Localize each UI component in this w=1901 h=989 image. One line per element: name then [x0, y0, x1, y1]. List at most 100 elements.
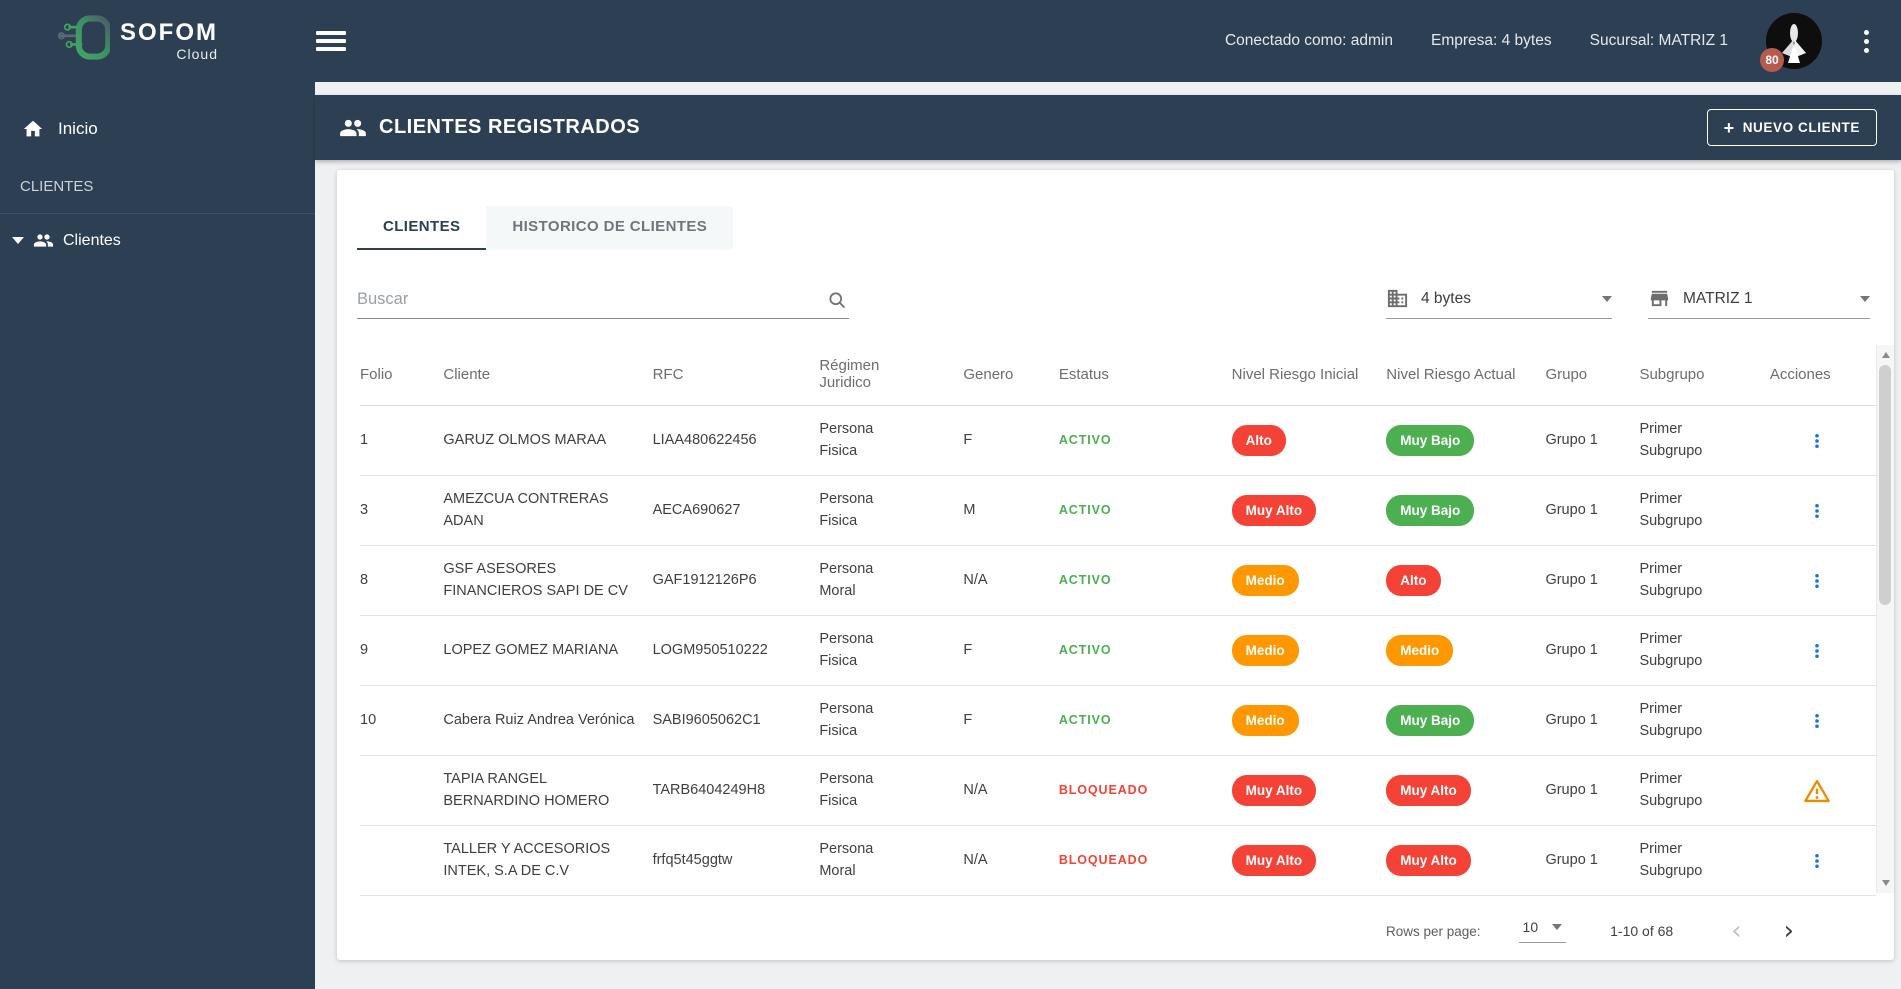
new-client-label: NUEVO CLIENTE — [1742, 120, 1860, 135]
tab-clientes[interactable]: CLIENTES — [357, 206, 487, 250]
table-header-row: Folio Cliente RFC Régimen Juridico Genero Est… — [360, 343, 1876, 406]
status-text: ACTIVO — [1058, 712, 1112, 727]
row-actions-button[interactable] — [1800, 704, 1834, 738]
table-body: 1 GARUZ OLMOS MARAA LIAA480622456 Persona F… — [360, 406, 1876, 896]
cell-folio: 8 — [360, 571, 369, 588]
menu-toggle-icon[interactable] — [316, 27, 346, 55]
cell-subgrupo: Primer Subgrupo — [1639, 561, 1703, 599]
risk-badge: Muy Bajo — [1386, 704, 1475, 737]
cell-regimen-juridico: Persona Fisica — [819, 421, 874, 459]
cell-genero: F — [963, 711, 973, 728]
cell-genero: F — [963, 641, 973, 658]
clients-table: Folio Cliente RFC Régimen Juridico Genero Est… — [360, 343, 1876, 896]
risk-badge: Muy Alto — [1231, 844, 1317, 877]
sofom-logo-icon — [58, 15, 110, 60]
previous-page-button[interactable]: ‹ — [1731, 916, 1742, 946]
store-icon — [1650, 290, 1669, 307]
row-menu-icon — [1815, 853, 1819, 868]
tab-historico-de-clientes[interactable]: HISTORICO DE CLIENTES — [486, 206, 734, 250]
connected-as-label: Conectado como: admin — [1224, 32, 1393, 49]
cell-folio: 3 — [360, 501, 369, 518]
cell-subgrupo: Primer Subgrupo — [1639, 701, 1703, 739]
status-text: BLOQUEADO — [1058, 852, 1149, 867]
new-client-button[interactable]: + NUEVO CLIENTE — [1706, 109, 1877, 146]
sidebar-item-inicio[interactable]: Inicio — [0, 104, 315, 154]
cell-subgrupo: Primer Subgrupo — [1639, 631, 1703, 669]
row-warning-button[interactable] — [1800, 774, 1834, 808]
table-scrollbar[interactable] — [1876, 345, 1894, 893]
expand-caret-icon[interactable] — [12, 237, 24, 244]
cell-grupo: Grupo 1 — [1545, 431, 1598, 448]
cell-folio — [360, 851, 443, 871]
risk-badge: Medio — [1386, 634, 1454, 667]
cell-genero: N/A — [963, 851, 988, 868]
status-text: ACTIVO — [1058, 502, 1112, 517]
cell-acciones — [1770, 694, 1876, 748]
notification-badge: 80 — [1760, 48, 1784, 72]
risk-badge: Alto — [1231, 424, 1286, 457]
branch-select[interactable]: MATRIZ 1 — [1648, 287, 1870, 319]
row-actions-button[interactable] — [1800, 564, 1834, 598]
brand-subtitle: Cloud — [176, 46, 218, 62]
row-actions-button[interactable] — [1800, 424, 1834, 458]
cell-folio: 10 — [360, 711, 377, 728]
filter-row: 4 bytes MATRIZ 1 — [357, 284, 1870, 319]
cell-regimen-juridico: Persona Fisica — [819, 491, 874, 529]
cell-estatus: ACTIVO — [1059, 490, 1232, 531]
search-box — [357, 284, 849, 319]
status-text: ACTIVO — [1058, 642, 1112, 657]
scrollbar-thumb[interactable] — [1879, 365, 1891, 605]
pagination-range: 1-10 of 68 — [1610, 923, 1674, 939]
cell-estatus: ACTIVO — [1059, 630, 1232, 671]
people-icon — [33, 234, 54, 247]
branch-select-value: MATRIZ 1 — [1683, 289, 1753, 307]
column-header-riesgo-i: Nivel Riesgo Inicial — [1231, 365, 1359, 383]
cell-rfc: LIAA480622456 — [652, 431, 757, 448]
row-actions-button[interactable] — [1800, 844, 1834, 878]
cell-folio: 1 — [360, 431, 369, 448]
table-row: 1 GARUZ OLMOS MARAA LIAA480622456 Persona F… — [360, 406, 1876, 476]
cell-rfc: AECA690627 — [652, 501, 741, 518]
cell-acciones — [1770, 414, 1876, 468]
rows-per-page-select[interactable]: 10 — [1518, 919, 1567, 943]
cell-cliente: Cabera Ruiz Andrea Verónica — [443, 711, 635, 728]
company-select[interactable]: 4 bytes — [1386, 287, 1612, 319]
next-page-button[interactable]: › — [1783, 916, 1794, 946]
risk-badge: Muy Alto — [1231, 494, 1317, 527]
cell-acciones — [1770, 554, 1876, 608]
scroll-down-button[interactable] — [1877, 875, 1894, 891]
cell-grupo: Grupo 1 — [1545, 501, 1598, 518]
cell-folio: 9 — [360, 641, 369, 658]
column-header-genero: Genero — [963, 365, 1014, 383]
cell-nivel-riesgo-actual: Medio — [1386, 625, 1545, 677]
risk-badge: Medio — [1231, 634, 1299, 667]
risk-badge: Muy Alto — [1386, 844, 1471, 877]
sidebar-item-clientes[interactable]: Clientes — [0, 214, 315, 267]
topbar-overflow-menu-icon[interactable] — [1860, 26, 1873, 57]
row-actions-button[interactable] — [1800, 494, 1834, 528]
risk-badge: Muy Alto — [1386, 774, 1471, 807]
cell-regimen-juridico: Persona Fisica — [819, 631, 874, 669]
cell-rfc: SABI9605062C1 — [652, 711, 761, 728]
table-row: 8 GSF ASESORES FINANCIEROS SAPI DE CV GAF1… — [360, 546, 1876, 616]
clients-card: CLIENTES HISTORICO DE CLIENTES 4 bytes — [337, 170, 1894, 960]
cell-rfc: frfq5t45ggtw — [652, 851, 733, 868]
status-text: BLOQUEADO — [1058, 782, 1149, 797]
search-icon[interactable] — [827, 290, 847, 310]
cell-rfc: LOGM950510222 — [652, 641, 768, 658]
brand-logo: SOFOM Cloud — [0, 15, 288, 67]
cell-cliente: TALLER Y ACCESORIOS INTEK, S.A DE C.V — [443, 841, 611, 879]
scroll-up-button[interactable] — [1877, 347, 1894, 363]
user-avatar[interactable]: 80 — [1760, 13, 1822, 72]
cell-rfc: TARB6404249H8 — [652, 781, 766, 798]
cell-cliente: GSF ASESORES FINANCIEROS SAPI DE CV — [443, 561, 628, 599]
cell-subgrupo: Primer Subgrupo — [1639, 771, 1703, 809]
column-header-rfc: RFC — [652, 365, 684, 383]
cell-cliente: TAPIA RANGEL BERNARDINO HOMERO — [443, 771, 610, 809]
search-input[interactable] — [357, 284, 797, 318]
cell-estatus: BLOQUEADO — [1059, 770, 1232, 811]
cell-nivel-riesgo-actual: Alto — [1386, 555, 1545, 607]
row-actions-button[interactable] — [1800, 634, 1834, 668]
cell-grupo: Grupo 1 — [1545, 571, 1598, 588]
table-row: TAPIA RANGEL BERNARDINO HOMERO TARB640424… — [360, 756, 1876, 826]
